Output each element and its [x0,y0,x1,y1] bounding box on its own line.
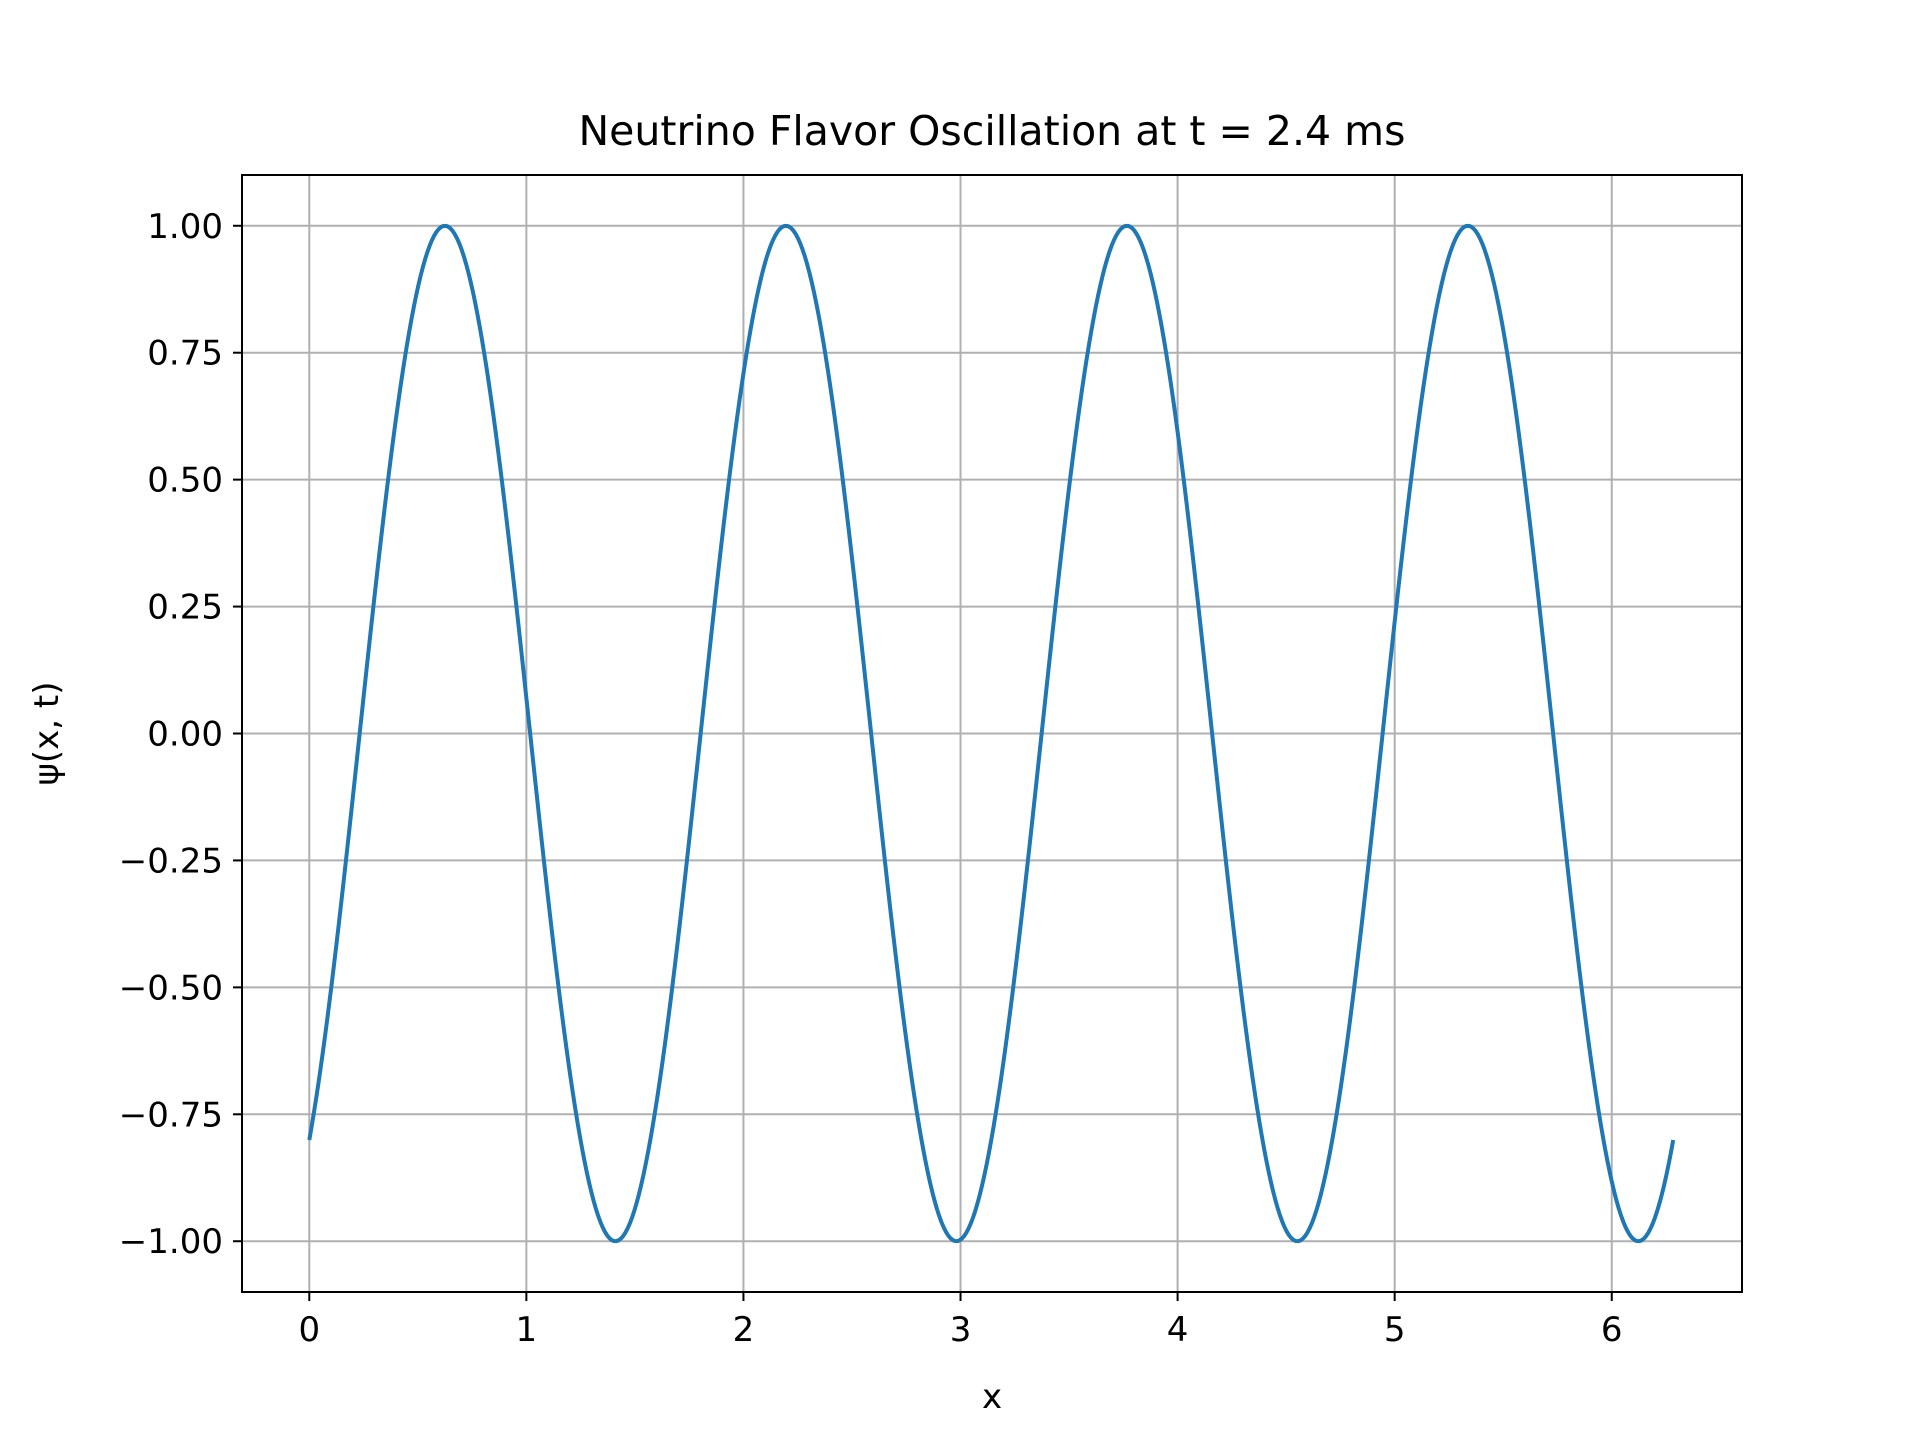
y-tick-label: −0.25 [119,841,223,881]
y-tick-label: 0.75 [147,334,223,374]
x-tick-label: 6 [1601,1310,1623,1350]
series-layer [307,223,1676,1244]
ticks: 0 1 2 3 4 5 6 1.00 0.75 0.50 0.25 0.00 −0.25 −0.50 −0.… [119,207,1623,1350]
y-tick-label: 0.25 [147,588,223,628]
y-tick-label: 0.50 [147,461,223,501]
x-tick-label: 5 [1384,1310,1406,1350]
x-tick-label: 2 [733,1310,755,1350]
y-axis-label: ψ(x, t) [27,681,67,785]
y-tick-label: 0.00 [147,715,223,755]
y-tick-label: 1.00 [147,207,223,247]
x-axis-label: x [982,1377,1002,1417]
y-tick-label: −1.00 [119,1222,223,1262]
x-tick-label: 1 [516,1310,538,1350]
x-tick-label: 4 [1167,1310,1189,1350]
y-tick-label: −0.75 [119,1095,223,1135]
series-line [307,223,1676,1244]
chart-title: Neutrino Flavor Oscillation at t = 2.4 m… [579,107,1406,155]
x-tick-label: 3 [950,1310,972,1350]
y-tick-label: −0.50 [119,968,223,1008]
x-tick-label: 0 [298,1310,320,1350]
